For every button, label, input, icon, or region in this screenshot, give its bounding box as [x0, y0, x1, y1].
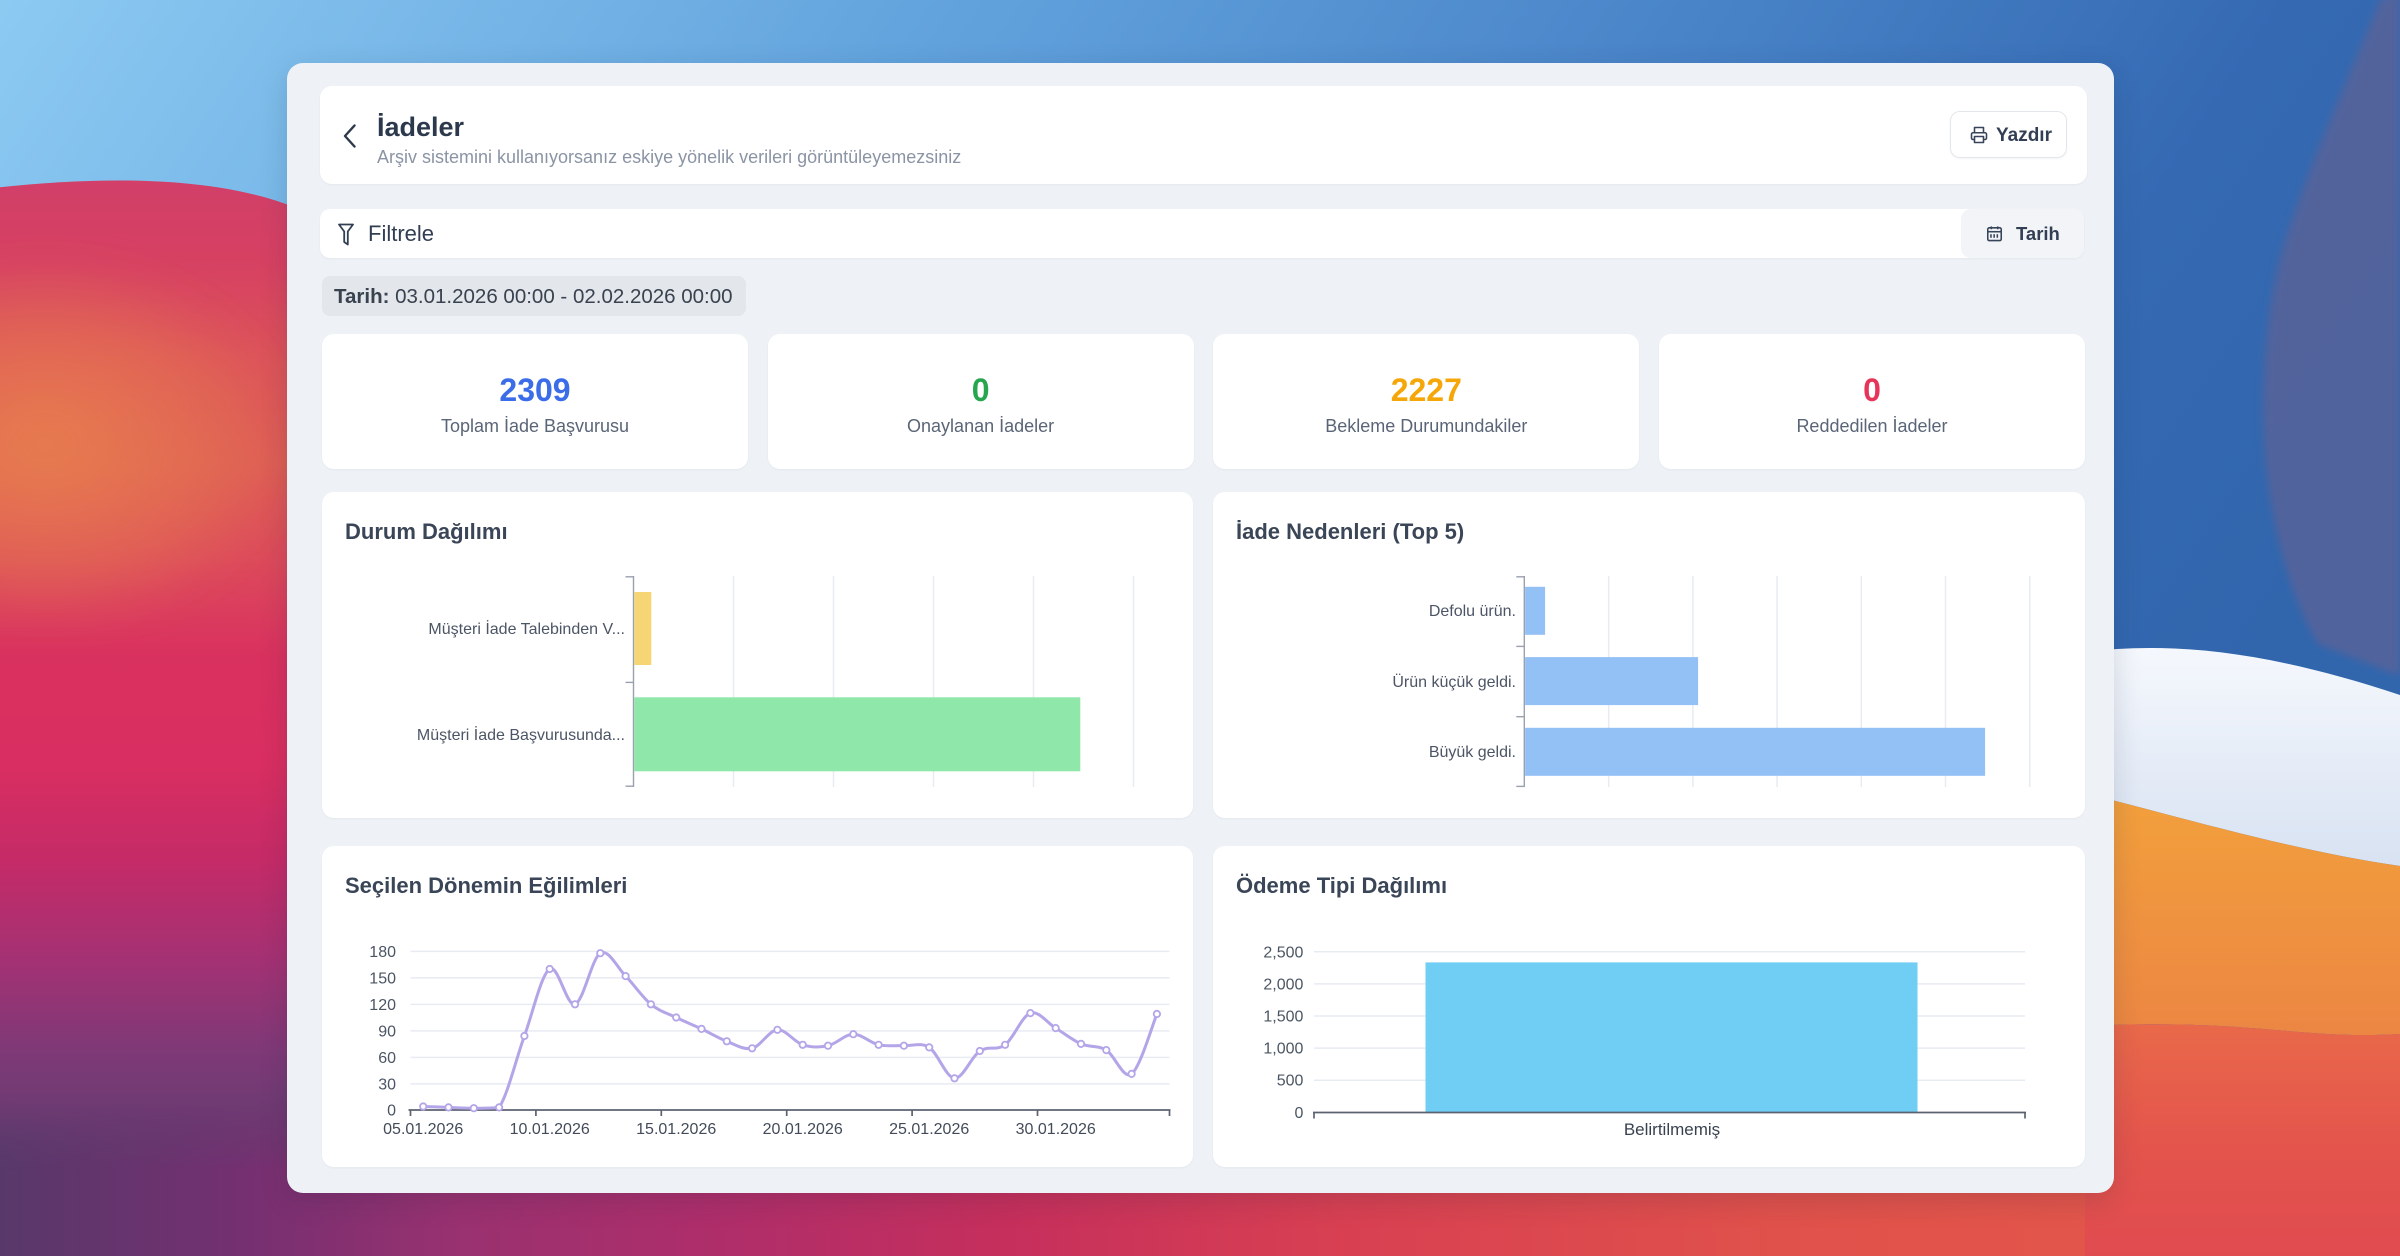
svg-text:90: 90	[378, 1024, 396, 1041]
svg-text:120: 120	[369, 997, 396, 1014]
svg-text:2,500: 2,500	[1263, 944, 1303, 961]
svg-text:30: 30	[378, 1077, 396, 1094]
svg-text:180: 180	[369, 944, 396, 961]
svg-text:Büyük geldi.: Büyük geldi.	[1429, 744, 1516, 761]
svg-text:1,500: 1,500	[1263, 1009, 1303, 1026]
svg-text:Ürün küçük geldi.: Ürün küçük geldi.	[1392, 673, 1516, 691]
svg-text:500: 500	[1277, 1073, 1304, 1090]
svg-text:150: 150	[369, 971, 396, 988]
svg-text:05.01.2026: 05.01.2026	[383, 1121, 463, 1138]
svg-text:25.01.2026: 25.01.2026	[889, 1121, 969, 1138]
svg-text:20.01.2026: 20.01.2026	[763, 1121, 843, 1138]
svg-text:60: 60	[378, 1050, 396, 1067]
svg-text:0: 0	[1294, 1105, 1303, 1122]
svg-text:1,000: 1,000	[1263, 1041, 1303, 1058]
svg-text:Müşteri İade Talebinden V...: Müşteri İade Talebinden V...	[428, 619, 625, 638]
svg-text:10.01.2026: 10.01.2026	[510, 1121, 590, 1138]
svg-text:0: 0	[387, 1103, 396, 1120]
svg-text:Defolu ürün.: Defolu ürün.	[1429, 603, 1516, 620]
svg-text:30.01.2026: 30.01.2026	[1016, 1121, 1096, 1138]
svg-text:Belirtilmemiş: Belirtilmemiş	[1624, 1120, 1720, 1139]
svg-text:2,000: 2,000	[1263, 976, 1303, 993]
svg-text:Müşteri İade Başvurusunda...: Müşteri İade Başvurusunda...	[417, 725, 625, 744]
svg-text:15.01.2026: 15.01.2026	[636, 1121, 716, 1138]
